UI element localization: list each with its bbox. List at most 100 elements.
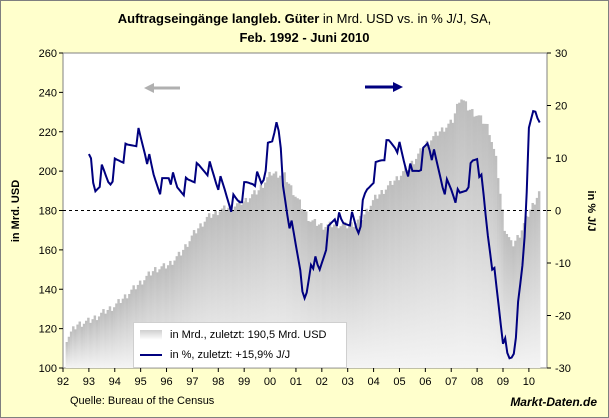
right-tick-label: 0 bbox=[555, 206, 561, 218]
bar bbox=[348, 225, 351, 368]
bar bbox=[184, 244, 187, 368]
bar bbox=[197, 228, 200, 368]
left-tick-label: 180 bbox=[39, 206, 57, 218]
bar bbox=[125, 298, 129, 368]
bar bbox=[244, 197, 248, 368]
bar bbox=[328, 221, 332, 368]
bar bbox=[434, 131, 437, 368]
bar bbox=[287, 183, 291, 368]
bar bbox=[453, 113, 457, 368]
right-axis-label: in % J/J bbox=[585, 191, 597, 232]
bar bbox=[162, 263, 166, 368]
left-tick-label: 240 bbox=[39, 87, 57, 99]
bar bbox=[324, 227, 327, 368]
bar bbox=[164, 268, 168, 368]
bar bbox=[182, 249, 185, 368]
bar bbox=[220, 208, 224, 368]
bar bbox=[110, 310, 114, 368]
bar bbox=[399, 175, 403, 368]
bar bbox=[151, 271, 155, 368]
bar bbox=[246, 202, 250, 368]
bar bbox=[378, 194, 381, 368]
bar bbox=[460, 99, 463, 369]
bar bbox=[432, 136, 435, 368]
bar bbox=[425, 140, 429, 368]
bar bbox=[451, 122, 455, 368]
x-tick-label: 92 bbox=[57, 376, 69, 388]
bar bbox=[292, 195, 295, 368]
bar bbox=[449, 119, 452, 369]
bar bbox=[227, 207, 230, 368]
brand-logo-text: Markt-Daten.de bbox=[510, 395, 597, 409]
bar bbox=[356, 219, 360, 368]
bar bbox=[529, 209, 532, 368]
bar bbox=[294, 196, 297, 368]
bar bbox=[440, 127, 444, 368]
right-tick-label: -10 bbox=[555, 258, 571, 270]
left-tick-label: 100 bbox=[39, 363, 57, 375]
bar bbox=[223, 205, 226, 368]
bar bbox=[95, 320, 99, 368]
bar bbox=[123, 294, 127, 368]
bar bbox=[494, 155, 498, 368]
x-tick-label: 08 bbox=[471, 376, 483, 388]
bar bbox=[535, 197, 539, 368]
bar bbox=[522, 223, 526, 368]
legend-swatch-bars bbox=[140, 330, 162, 341]
bar bbox=[91, 319, 94, 368]
bar bbox=[484, 123, 487, 369]
bar bbox=[445, 127, 448, 369]
bar bbox=[311, 220, 314, 368]
bar bbox=[154, 267, 157, 368]
bar bbox=[76, 324, 79, 368]
bar bbox=[479, 115, 483, 368]
bar bbox=[238, 199, 241, 368]
bar bbox=[97, 316, 101, 368]
x-tick-label: 06 bbox=[419, 376, 431, 388]
bar bbox=[173, 260, 176, 368]
bar bbox=[115, 303, 118, 368]
x-tick-label: 93 bbox=[83, 376, 95, 388]
left-tick-label: 200 bbox=[39, 166, 57, 178]
percent-line-series bbox=[88, 109, 541, 360]
bar bbox=[100, 312, 103, 368]
left-tick-label: 140 bbox=[39, 284, 57, 296]
bar bbox=[266, 177, 269, 368]
bar bbox=[512, 246, 515, 368]
bar bbox=[330, 227, 334, 368]
bar bbox=[421, 151, 424, 368]
legend-label-line: in %, zuletzt: +15,9% J/J bbox=[170, 349, 291, 362]
bar bbox=[104, 313, 107, 368]
bar bbox=[158, 269, 161, 368]
bar bbox=[149, 275, 153, 368]
bar bbox=[352, 226, 355, 368]
bar bbox=[177, 251, 181, 368]
bar bbox=[190, 235, 194, 368]
bar bbox=[320, 223, 323, 368]
bar bbox=[317, 224, 321, 368]
right-axis-ticks: -30 -20 -10 0 10 20 30 bbox=[547, 48, 571, 375]
bar bbox=[93, 315, 97, 368]
bar bbox=[261, 187, 265, 368]
x-tick-label: 97 bbox=[186, 376, 198, 388]
bar bbox=[195, 233, 198, 368]
bar bbox=[492, 148, 496, 368]
right-tick-label: 20 bbox=[555, 101, 567, 113]
x-tick-label: 99 bbox=[238, 376, 250, 388]
bar bbox=[341, 224, 345, 368]
bar bbox=[503, 230, 506, 368]
bar bbox=[307, 221, 310, 368]
bar bbox=[106, 309, 110, 368]
bar bbox=[430, 140, 433, 368]
left-tick-label: 220 bbox=[39, 127, 57, 139]
bar bbox=[108, 306, 112, 368]
bar bbox=[350, 222, 353, 368]
bar bbox=[179, 255, 183, 368]
bar bbox=[358, 215, 362, 368]
bar bbox=[160, 266, 163, 368]
bar bbox=[354, 223, 358, 368]
bar bbox=[117, 299, 120, 368]
bar bbox=[192, 230, 196, 368]
source-note: Quelle: Bureau of the Census bbox=[70, 395, 215, 407]
bar bbox=[255, 194, 258, 368]
